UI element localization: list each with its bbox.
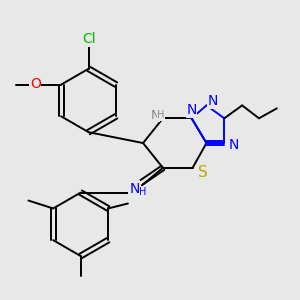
- Text: O: O: [30, 76, 41, 91]
- Text: N: N: [186, 103, 197, 117]
- Text: N: N: [130, 182, 140, 196]
- Text: S: S: [198, 165, 207, 180]
- Text: N: N: [229, 138, 239, 152]
- Text: N: N: [207, 94, 218, 109]
- Text: O: O: [129, 181, 140, 195]
- Text: Cl: Cl: [82, 32, 95, 46]
- Text: N: N: [150, 109, 160, 122]
- Text: H: H: [140, 187, 147, 196]
- Text: H: H: [157, 110, 165, 120]
